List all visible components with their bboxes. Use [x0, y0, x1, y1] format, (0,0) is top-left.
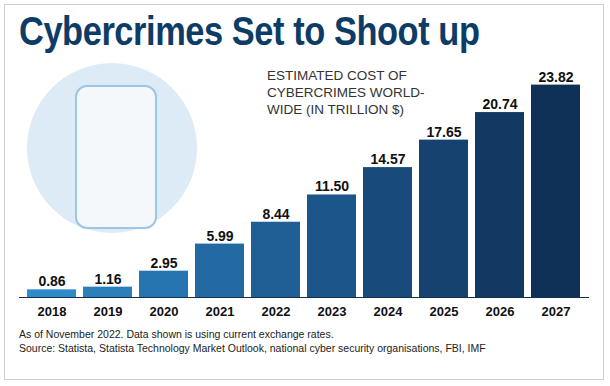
svg-text:2.95: 2.95 [150, 255, 177, 271]
svg-text:2026: 2026 [486, 304, 515, 319]
svg-text:2024: 2024 [374, 304, 404, 319]
svg-text:8.44: 8.44 [262, 206, 289, 222]
svg-text:2019: 2019 [94, 304, 123, 319]
svg-text:2021: 2021 [206, 304, 235, 319]
svg-text:0.86: 0.86 [38, 273, 65, 289]
html-text:Cybercrimes Set to Shoot up: Cybercrimes Set to Shoot up [19, 9, 480, 53]
svg-text:2027: 2027 [542, 304, 571, 319]
svg-text:11.50: 11.50 [315, 178, 349, 194]
html-text:Source: Statista, Statista Tec: Source: Statista, Statista Technology Ma… [19, 342, 486, 354]
svg-text:5.99: 5.99 [206, 228, 233, 244]
svg-text:2020: 2020 [150, 304, 179, 319]
svg-text:2018: 2018 [38, 304, 67, 319]
svg-text:23.82: 23.82 [538, 69, 573, 85]
svg-text:20.74: 20.74 [482, 96, 517, 112]
svg-text:17.65: 17.65 [426, 124, 461, 140]
html-text:As of November 2022. Data show: As of November 2022. Data shown is using… [19, 328, 334, 340]
html-text:ESTIMATED COST OF CYBERCRIMES: ESTIMATED COST OF CYBERCRIMES WORLD-WIDE… [267, 68, 425, 117]
svg-text:1.16: 1.16 [94, 271, 121, 287]
svg-text:2025: 2025 [430, 304, 459, 319]
svg-text:2022: 2022 [262, 304, 291, 319]
svg-text:14.57: 14.57 [370, 151, 405, 167]
svg-text:2023: 2023 [318, 304, 347, 319]
